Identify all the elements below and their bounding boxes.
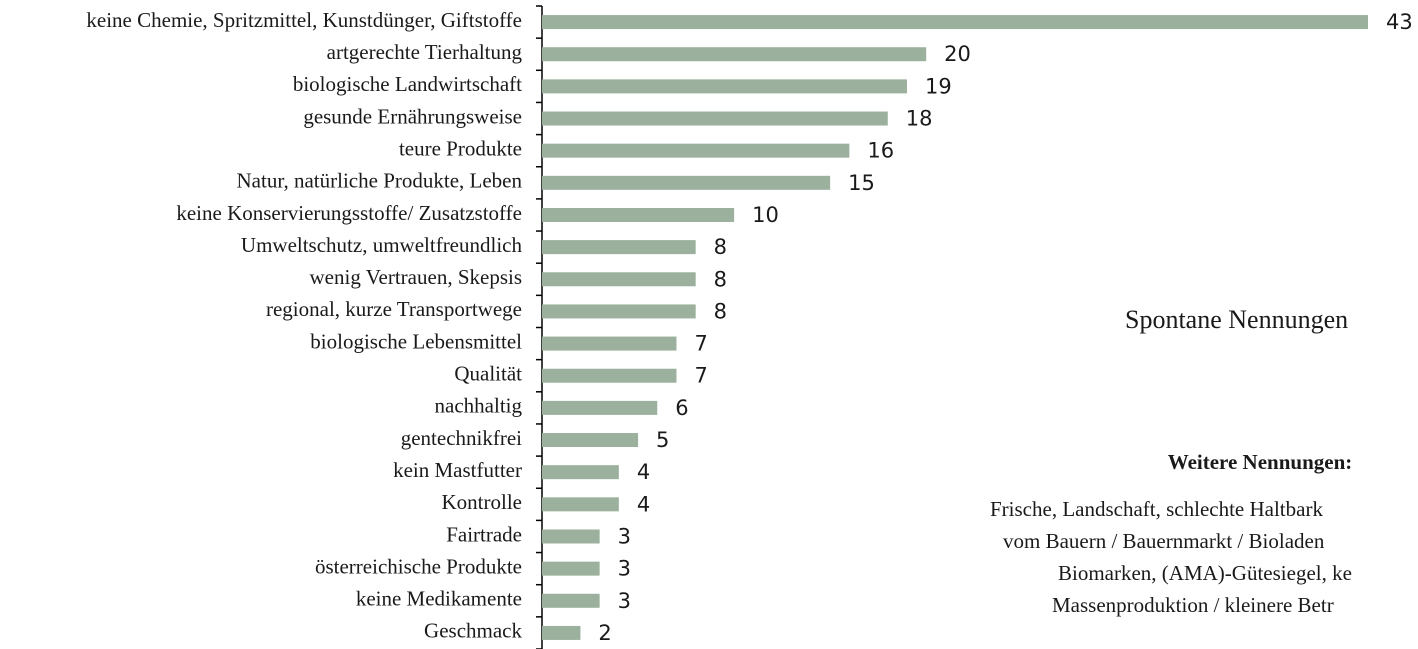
bar [542, 175, 831, 190]
legend-entry: Spontane Nennungen [1125, 305, 1348, 334]
value-label: 7 [694, 332, 707, 356]
value-label: 8 [714, 235, 727, 259]
value-label: 19 [925, 74, 952, 98]
value-label: 4 [637, 460, 650, 484]
bar [542, 400, 658, 415]
bar [542, 111, 888, 126]
bar [542, 336, 677, 351]
value-label: 43 [1386, 10, 1413, 34]
value-label: 4 [637, 492, 650, 516]
category-label: Natur, natürliche Produkte, Leben [237, 169, 523, 193]
value-label: 7 [694, 364, 707, 388]
bar [542, 529, 600, 544]
category-label: gesunde Ernährungsweise [303, 104, 522, 128]
category-label: Qualität [454, 362, 522, 386]
bar [542, 272, 696, 287]
note-line: Massenproduktion / kleinere Betr [1052, 593, 1334, 617]
value-label: 3 [618, 589, 631, 613]
category-label: Umweltschutz, umweltfreundlich [241, 233, 523, 257]
category-label: nachhaltig [435, 394, 523, 418]
category-label: teure Produkte [399, 136, 522, 160]
bar [542, 625, 581, 640]
value-label: 5 [656, 428, 669, 452]
bar [542, 304, 696, 319]
category-label: keine Chemie, Spritzmittel, Kunstdünger,… [86, 8, 522, 32]
note-line: Biomarken, (AMA)-Gütesiegel, ke [1058, 561, 1352, 585]
bar [542, 497, 619, 512]
bar [542, 240, 696, 255]
note-line: Frische, Landschaft, schlechte Haltbark [990, 497, 1323, 521]
category-label: Geschmack [424, 619, 522, 643]
value-label: 8 [714, 299, 727, 323]
note-line: vom Bauern / Bauernmarkt / Bioladen [1003, 529, 1325, 553]
category-label: wenig Vertrauen, Skepsis [310, 265, 523, 289]
category-label: keine Medikamente [356, 587, 522, 611]
value-label: 6 [675, 396, 688, 420]
bar [542, 593, 600, 608]
bar [542, 143, 850, 158]
value-label: 3 [618, 557, 631, 581]
category-label: gentechnikfrei [401, 426, 522, 450]
value-label: 8 [714, 267, 727, 291]
value-label: 2 [598, 621, 611, 645]
bar [542, 465, 619, 480]
value-label: 18 [906, 107, 933, 131]
value-label: 15 [848, 171, 875, 195]
category-label: biologische Lebensmittel [310, 329, 522, 353]
category-label: artgerechte Tierhaltung [327, 40, 523, 64]
category-label: österreichische Produkte [315, 554, 522, 578]
category-label: kein Mastfutter [393, 458, 522, 482]
value-label: 10 [752, 203, 779, 227]
note-heading: Weitere Nennungen: [1168, 450, 1353, 474]
category-label: keine Konservierungsstoffe/ Zusatzstoffe [176, 201, 522, 225]
bar [542, 79, 907, 94]
category-label: Kontrolle [442, 490, 522, 514]
value-label: 16 [867, 139, 894, 163]
bar [542, 207, 735, 222]
category-label: Fairtrade [446, 522, 522, 546]
bar [542, 368, 677, 383]
category-label: biologische Landwirtschaft [293, 72, 522, 96]
bar [542, 433, 639, 448]
category-label: regional, kurze Transportwege [266, 297, 522, 321]
bar [542, 561, 600, 576]
value-label: 3 [618, 524, 631, 548]
bar [542, 15, 1368, 30]
value-label: 20 [944, 42, 971, 66]
bar [542, 47, 927, 62]
